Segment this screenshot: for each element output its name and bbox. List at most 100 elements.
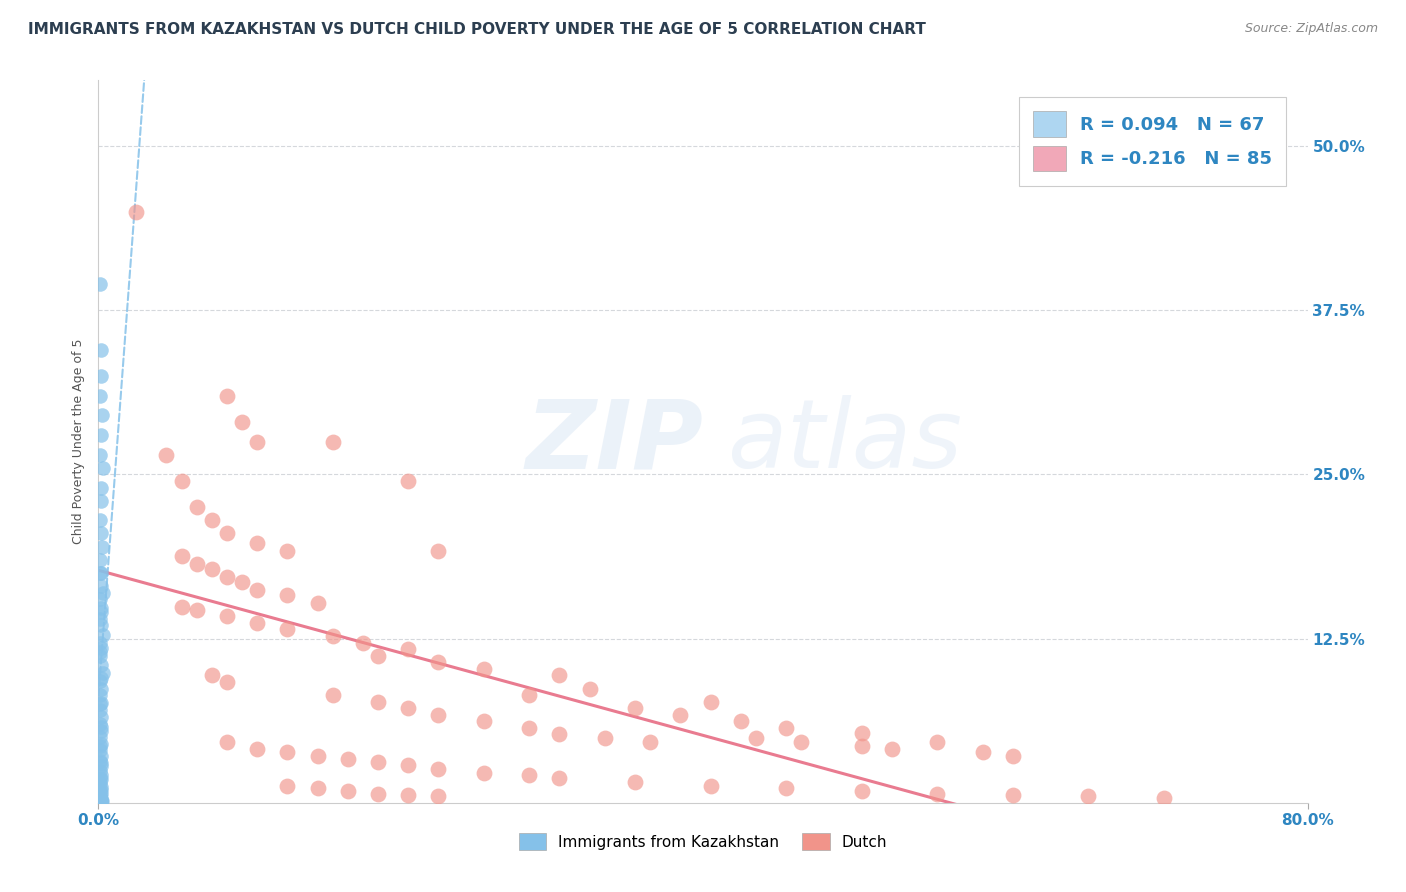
- Point: [90, 768, 112, 782]
- Point: [91, 409, 114, 423]
- Point: [89, 730, 111, 744]
- Point: [90, 343, 112, 357]
- Point: [89, 793, 111, 807]
- Point: [89, 513, 111, 527]
- Point: [90, 671, 112, 685]
- Point: [276, 779, 298, 793]
- Point: [276, 745, 298, 759]
- Point: [89, 743, 111, 757]
- Point: [730, 714, 752, 729]
- Point: [186, 500, 208, 515]
- Point: [90, 793, 112, 807]
- Point: [90, 756, 112, 771]
- Point: [90, 601, 112, 615]
- Point: [427, 789, 450, 804]
- Point: [89, 448, 111, 462]
- Point: [276, 543, 298, 558]
- Point: [396, 788, 419, 802]
- Point: [125, 204, 148, 219]
- Point: [215, 388, 238, 402]
- Point: [90, 526, 112, 541]
- Point: [276, 588, 298, 602]
- Point: [578, 681, 600, 696]
- Point: [669, 707, 692, 722]
- Y-axis label: Child Poverty Under the Age of 5: Child Poverty Under the Age of 5: [72, 339, 86, 544]
- Point: [427, 655, 450, 669]
- Point: [89, 784, 111, 798]
- Point: [851, 739, 873, 754]
- Point: [89, 789, 111, 804]
- Point: [186, 603, 208, 617]
- Point: [89, 702, 111, 716]
- Point: [90, 796, 112, 810]
- Point: [90, 759, 112, 773]
- Point: [215, 570, 238, 584]
- Point: [307, 748, 329, 763]
- Text: IMMIGRANTS FROM KAZAKHSTAN VS DUTCH CHILD POVERTY UNDER THE AGE OF 5 CORRELATION: IMMIGRANTS FROM KAZAKHSTAN VS DUTCH CHIL…: [28, 22, 927, 37]
- Point: [396, 642, 419, 657]
- Point: [90, 368, 112, 383]
- Text: Source: ZipAtlas.com: Source: ZipAtlas.com: [1244, 22, 1378, 36]
- Point: [90, 640, 112, 655]
- Point: [215, 735, 238, 749]
- Point: [170, 474, 193, 488]
- Point: [89, 566, 111, 580]
- Point: [90, 737, 112, 751]
- Point: [89, 645, 111, 659]
- Point: [201, 668, 224, 682]
- Point: [396, 701, 419, 715]
- Point: [89, 635, 111, 649]
- Point: [90, 696, 112, 710]
- Point: [91, 460, 114, 475]
- Point: [352, 635, 374, 649]
- Point: [624, 774, 647, 789]
- Point: [90, 787, 112, 801]
- Point: [89, 739, 111, 754]
- Point: [186, 557, 208, 571]
- Point: [593, 731, 616, 746]
- Point: [880, 742, 903, 756]
- Point: [90, 795, 112, 809]
- Point: [1001, 748, 1024, 763]
- Point: [246, 742, 269, 756]
- Point: [427, 543, 450, 558]
- Text: atlas: atlas: [727, 395, 962, 488]
- Point: [89, 688, 111, 702]
- Point: [201, 513, 224, 527]
- Point: [396, 474, 419, 488]
- Point: [90, 782, 112, 797]
- Point: [89, 388, 111, 402]
- Point: [972, 745, 994, 759]
- Point: [90, 720, 112, 734]
- Point: [89, 795, 111, 809]
- Point: [91, 665, 114, 680]
- Point: [89, 764, 111, 779]
- Point: [336, 752, 359, 766]
- Point: [246, 615, 269, 630]
- Point: [89, 776, 111, 790]
- Point: [790, 735, 813, 749]
- Point: [246, 582, 269, 597]
- Point: [246, 434, 269, 449]
- Point: [90, 772, 112, 786]
- Point: [215, 609, 238, 624]
- Point: [427, 707, 450, 722]
- Point: [90, 796, 112, 810]
- Point: [472, 765, 495, 780]
- Point: [775, 721, 797, 735]
- Point: [472, 662, 495, 676]
- Point: [90, 493, 112, 508]
- Point: [89, 789, 111, 804]
- Point: [91, 540, 114, 554]
- Point: [367, 755, 389, 769]
- Point: [90, 748, 112, 763]
- Point: [90, 792, 112, 806]
- Point: [90, 566, 112, 580]
- Point: [927, 787, 949, 801]
- Point: [170, 549, 193, 563]
- Point: [90, 428, 112, 442]
- Point: [336, 784, 359, 798]
- Point: [472, 714, 495, 729]
- Point: [517, 721, 540, 735]
- Point: [90, 605, 112, 619]
